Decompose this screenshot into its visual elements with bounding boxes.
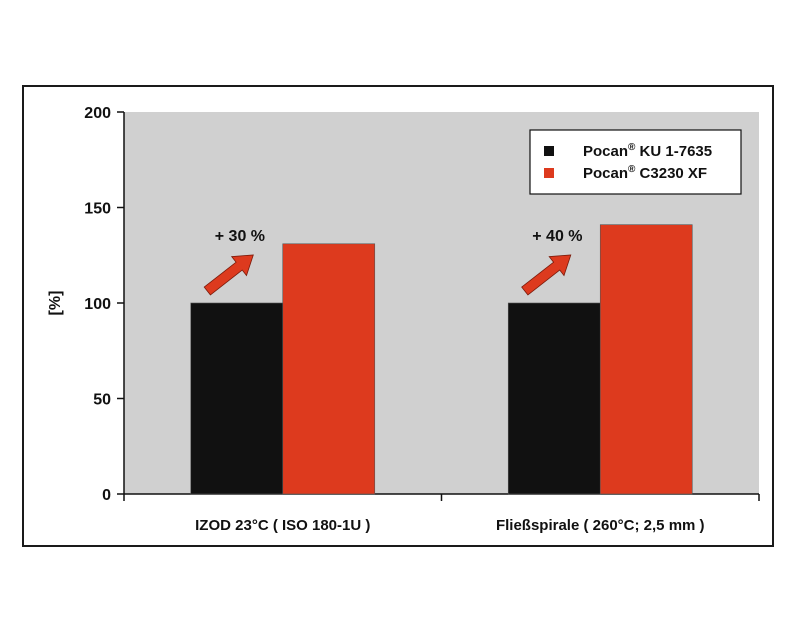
bar-series-2-cat-1 xyxy=(282,243,376,495)
annotation-label: + 30 % xyxy=(215,228,265,245)
legend-box xyxy=(529,129,742,195)
legend: Pocan® KU 1-7635 Pocan® C3230 XF xyxy=(529,129,742,195)
x-category-label: Fließspirale ( 260°C; 2,5 mm ) xyxy=(496,517,705,534)
legend-label-series-2-base: Pocan xyxy=(583,165,628,182)
y-tick-label: 100 xyxy=(84,296,111,313)
y-tick-label: 150 xyxy=(84,201,111,218)
legend-swatch-series-2 xyxy=(544,168,554,178)
annotation-label: + 40 % xyxy=(532,228,582,245)
x-category-label: IZOD 23°C ( ISO 180-1U ) xyxy=(195,517,370,534)
y-axis-title: [%] xyxy=(47,291,64,316)
y-tick-label: 50 xyxy=(93,392,111,409)
legend-label-series-2-rest: C3230 XF xyxy=(635,165,707,182)
y-tick-label: 0 xyxy=(102,487,111,504)
bar-series-1-cat-1 xyxy=(190,302,284,495)
bar-series-2-cat-2 xyxy=(599,224,693,495)
legend-label-series-2: Pocan® C3230 XF xyxy=(583,164,707,182)
bar-series-1-cat-2 xyxy=(507,302,601,495)
legend-swatch-series-1 xyxy=(544,146,554,156)
increase-arrow-icon xyxy=(203,254,254,296)
legend-label-series-2-sup: ® xyxy=(628,164,636,175)
legend-label-series-1: Pocan® KU 1-7635 xyxy=(583,142,712,160)
legend-label-series-1-rest: KU 1-7635 xyxy=(635,143,712,160)
increase-arrow-icon xyxy=(521,254,572,296)
legend-label-series-1-base: Pocan xyxy=(583,143,628,160)
y-tick-label: 200 xyxy=(84,105,111,122)
legend-label-series-1-sup: ® xyxy=(628,142,636,153)
